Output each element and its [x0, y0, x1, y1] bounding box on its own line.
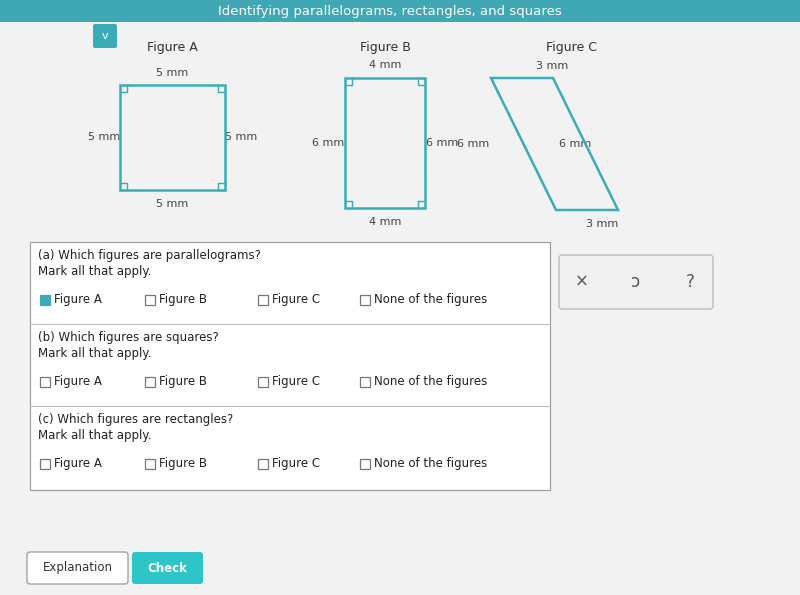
FancyBboxPatch shape [258, 459, 268, 469]
Text: (c) Which figures are rectangles?: (c) Which figures are rectangles? [38, 414, 234, 427]
Text: Mark all that apply.: Mark all that apply. [38, 265, 151, 278]
Text: Mark all that apply.: Mark all that apply. [38, 430, 151, 443]
FancyBboxPatch shape [0, 0, 800, 22]
Text: Identifying parallelograms, rectangles, and squares: Identifying parallelograms, rectangles, … [218, 5, 562, 17]
Text: 3 mm: 3 mm [586, 219, 618, 229]
FancyBboxPatch shape [360, 295, 370, 305]
Text: 5 mm: 5 mm [156, 68, 188, 78]
FancyBboxPatch shape [559, 255, 713, 309]
FancyBboxPatch shape [258, 295, 268, 305]
FancyBboxPatch shape [40, 459, 50, 469]
Text: 6 mm: 6 mm [457, 139, 489, 149]
FancyBboxPatch shape [145, 295, 155, 305]
Text: Figure A: Figure A [146, 40, 198, 54]
FancyBboxPatch shape [30, 242, 550, 490]
Text: None of the figures: None of the figures [374, 293, 487, 306]
FancyBboxPatch shape [132, 552, 203, 584]
Text: 4 mm: 4 mm [369, 60, 401, 70]
Text: Figure B: Figure B [359, 40, 410, 54]
Text: 6 mm: 6 mm [426, 138, 458, 148]
FancyBboxPatch shape [40, 377, 50, 387]
Text: Figure B: Figure B [159, 458, 207, 471]
Text: v: v [102, 31, 108, 41]
Text: (b) Which figures are squares?: (b) Which figures are squares? [38, 331, 218, 345]
Text: 4 mm: 4 mm [369, 217, 401, 227]
Text: ?: ? [686, 273, 694, 291]
FancyBboxPatch shape [360, 377, 370, 387]
Text: Figure C: Figure C [272, 458, 320, 471]
Text: 6 mm: 6 mm [559, 139, 591, 149]
Text: Check: Check [147, 562, 187, 575]
Text: ×: × [575, 273, 589, 291]
Text: ↄ: ↄ [631, 273, 641, 291]
Text: 5 mm: 5 mm [88, 133, 120, 142]
FancyBboxPatch shape [40, 295, 50, 305]
Text: Figure A: Figure A [54, 458, 102, 471]
FancyBboxPatch shape [360, 459, 370, 469]
Text: Figure A: Figure A [54, 293, 102, 306]
FancyBboxPatch shape [258, 377, 268, 387]
Text: None of the figures: None of the figures [374, 375, 487, 389]
FancyBboxPatch shape [93, 24, 117, 48]
Text: 3 mm: 3 mm [536, 61, 568, 71]
FancyBboxPatch shape [145, 377, 155, 387]
FancyBboxPatch shape [145, 459, 155, 469]
Text: Figure C: Figure C [272, 375, 320, 389]
Text: Figure B: Figure B [159, 375, 207, 389]
Text: Figure C: Figure C [546, 40, 598, 54]
Text: Figure B: Figure B [159, 293, 207, 306]
Text: 5 mm: 5 mm [156, 199, 188, 209]
Text: Mark all that apply.: Mark all that apply. [38, 347, 151, 361]
Text: Figure A: Figure A [54, 375, 102, 389]
Text: None of the figures: None of the figures [374, 458, 487, 471]
Text: (a) Which figures are parallelograms?: (a) Which figures are parallelograms? [38, 249, 261, 262]
Text: 6 mm: 6 mm [312, 138, 344, 148]
Text: Figure C: Figure C [272, 293, 320, 306]
Text: 5 mm: 5 mm [225, 133, 257, 142]
Text: Explanation: Explanation [42, 562, 113, 575]
FancyBboxPatch shape [0, 22, 800, 595]
FancyBboxPatch shape [27, 552, 128, 584]
